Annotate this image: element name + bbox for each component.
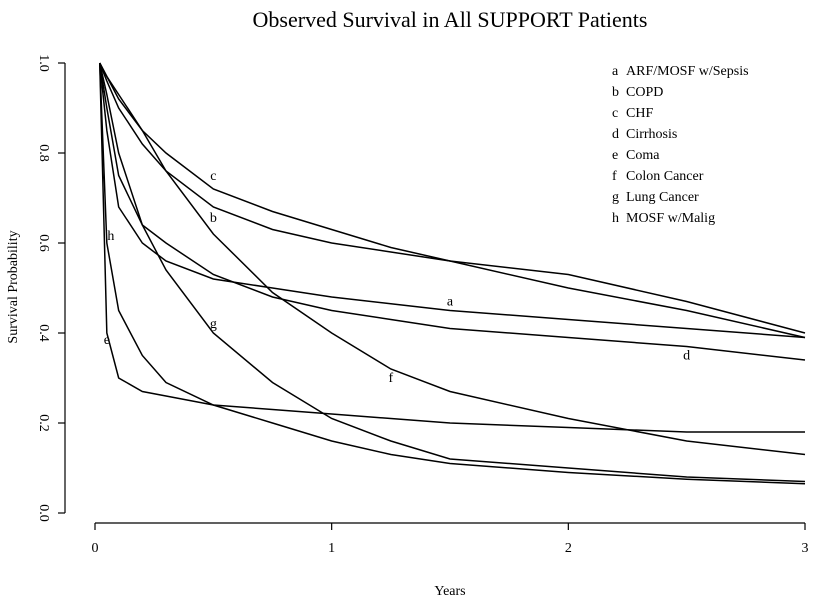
legend-letter: b [612, 85, 619, 100]
curve-label: h [107, 229, 114, 244]
x-tick-label: 0 [92, 541, 99, 556]
survival-line [98, 62, 806, 339]
survival-line [98, 62, 806, 361]
curve-label: f [388, 371, 393, 386]
legend-label: COPD [626, 85, 663, 100]
curve-label: e [104, 333, 110, 348]
legend-label: ARF/MOSF w/Sepsis [626, 64, 749, 79]
y-axis-label: Survival Probability [6, 230, 21, 343]
x-tick-label: 2 [565, 541, 572, 556]
legend-label: Coma [626, 148, 660, 163]
survival-line [99, 62, 806, 334]
y-tick-label: 0.0 [36, 504, 51, 522]
legend-letter: e [612, 148, 618, 163]
legend-label: CHF [626, 106, 653, 121]
legend-label: MOSF w/Malig [626, 211, 715, 226]
curve-label: g [210, 317, 217, 332]
legend-letter: c [612, 106, 618, 121]
legend-letter: a [612, 64, 619, 79]
curve-label: d [683, 349, 690, 364]
curve-label: b [210, 211, 217, 226]
y-tick-label: 0.2 [36, 414, 51, 432]
y-tick-label: 0.6 [36, 234, 51, 252]
chart-title: Observed Survival in All SUPPORT Patient… [253, 7, 648, 32]
x-tick-label: 1 [328, 541, 335, 556]
legend-letter: f [612, 169, 617, 184]
legend-letter: h [612, 211, 619, 226]
legend-label: Colon Cancer [626, 169, 704, 184]
y-tick-label: 0.8 [36, 144, 51, 162]
curve-label: c [210, 169, 216, 184]
x-tick-label: 3 [802, 541, 809, 556]
legend-label: Lung Cancer [626, 190, 699, 205]
survival-line [99, 62, 806, 456]
legend-letter: d [612, 127, 619, 142]
legend-label: Cirrhosis [626, 127, 677, 142]
curve-label: a [447, 295, 454, 310]
x-axis-label: Years [434, 584, 465, 599]
y-tick-label: 0.4 [36, 324, 51, 342]
survival-line [99, 62, 806, 483]
y-tick-label: 1.0 [36, 54, 51, 72]
survival-line [98, 62, 806, 485]
legend-letter: g [612, 190, 619, 205]
survival-line [98, 62, 805, 433]
survival-line [99, 62, 806, 339]
